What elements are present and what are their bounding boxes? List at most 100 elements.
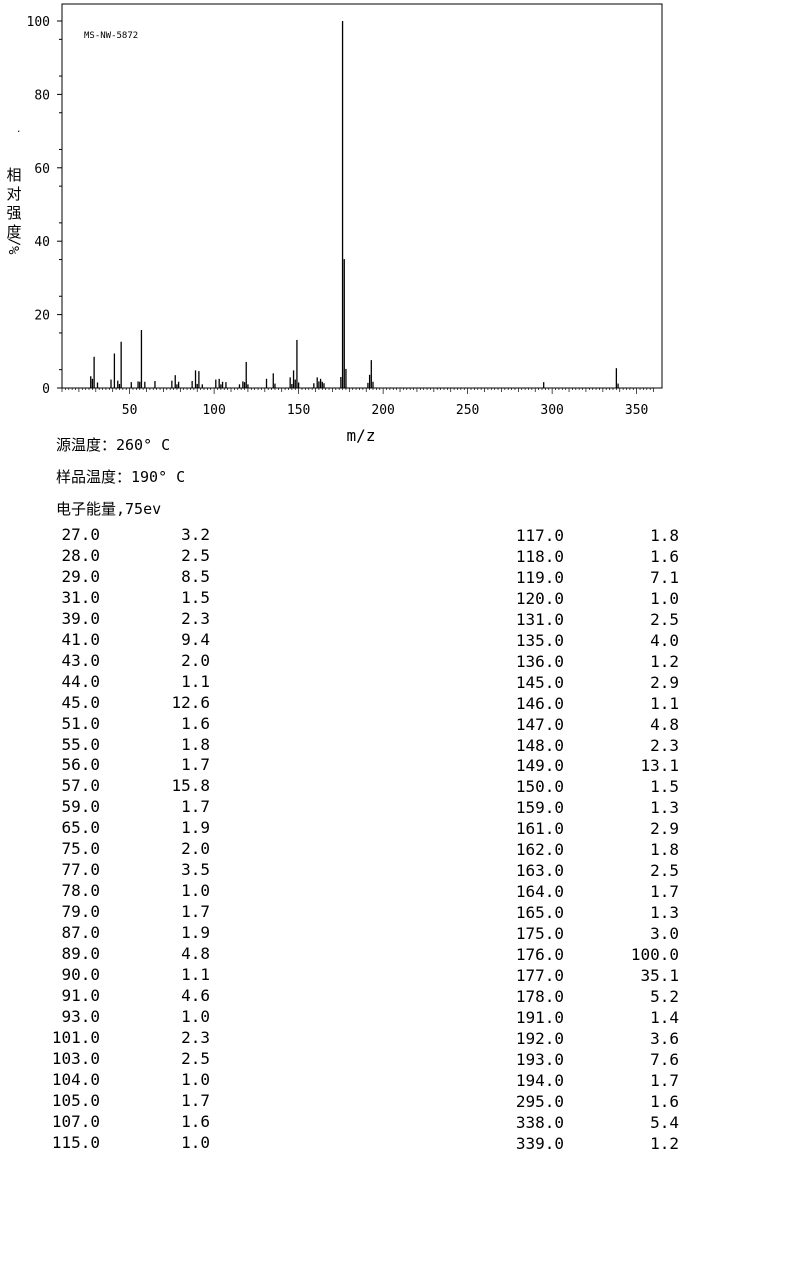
- sample-temperature: 样品温度：190° C: [56, 468, 186, 486]
- abundance-value: 2.0: [181, 839, 210, 859]
- abundance-value: 1.6: [650, 1091, 679, 1111]
- abundance-value: 2.5: [650, 861, 679, 881]
- mz-value: 295.0: [515, 1091, 564, 1111]
- mass-spectrum-chart: MS-NW-5872 0 20 40 60 80 100 50 100 150 200 250 30…: [6, 3, 663, 445]
- x-tick-label: 200: [371, 403, 394, 418]
- mz-value: 105.0: [51, 1090, 100, 1110]
- mz-value: 28.0: [61, 545, 100, 565]
- y-axis-ticks: 0 20 40 60 80 100: [27, 15, 62, 397]
- abundance-value: 1.6: [181, 1111, 210, 1131]
- mz-value: 39.0: [61, 608, 100, 628]
- mz-value: 107.0: [51, 1111, 100, 1131]
- mz-value: 339.0: [515, 1133, 564, 1153]
- y-label-char: 对: [6, 185, 21, 203]
- abundance-value: 2.3: [181, 608, 210, 628]
- abundance-value: 2.9: [650, 672, 679, 692]
- mz-value: 135.0: [515, 630, 564, 650]
- mz-value: 164.0: [515, 882, 564, 902]
- abundance-value: 1.5: [181, 587, 210, 607]
- mz-value: 31.0: [61, 587, 100, 607]
- mz-value: 43.0: [61, 650, 100, 670]
- mz-value: 103.0: [51, 1048, 100, 1068]
- mz-value: 78.0: [61, 881, 100, 901]
- abundance-value: 1.7: [181, 755, 210, 775]
- x-tick-label: 50: [122, 403, 138, 418]
- y-tick-label: 0: [42, 382, 50, 397]
- mz-value: 27.0: [61, 525, 100, 544]
- abundance-value: 1.7: [181, 1090, 210, 1110]
- abundance-value: 7.6: [650, 1049, 679, 1069]
- abundance-value: 4.8: [181, 944, 210, 963]
- mz-value: 176.0: [515, 945, 564, 964]
- x-tick-label: 300: [540, 403, 563, 418]
- abundance-value: 1.4: [650, 1007, 679, 1027]
- abundance-value: 2.5: [181, 1048, 210, 1068]
- mz-value: 177.0: [515, 965, 564, 985]
- abundance-value: 1.0: [181, 1006, 210, 1026]
- abundance-value: 1.0: [650, 588, 679, 608]
- abundance-value: 100.0: [630, 945, 679, 964]
- abundance-value: 3.5: [181, 860, 210, 880]
- abundance-value: 1.8: [650, 840, 679, 860]
- mz-value: 90.0: [61, 964, 100, 984]
- mz-value: 150.0: [515, 777, 564, 797]
- abundance-value: 1.1: [650, 693, 679, 713]
- mz-value: 79.0: [61, 902, 100, 922]
- mz-value: 175.0: [515, 924, 564, 944]
- abundance-value: 3.6: [650, 1028, 679, 1048]
- x-tick-label: 150: [287, 403, 310, 418]
- mz-value: 163.0: [515, 861, 564, 881]
- mz-value: 41.0: [61, 629, 100, 649]
- mz-value: 194.0: [515, 1070, 564, 1090]
- mz-value: 193.0: [515, 1049, 564, 1069]
- mz-value: 59.0: [61, 797, 100, 817]
- mz-value: 29.0: [61, 566, 100, 586]
- plot-frame: [61, 3, 663, 389]
- mz-value: 192.0: [515, 1028, 564, 1048]
- mz-value: 119.0: [515, 567, 564, 587]
- abundance-value: 1.0: [181, 881, 210, 901]
- mz-value: 149.0: [515, 756, 564, 776]
- mz-value: 104.0: [51, 1069, 100, 1089]
- mz-value: 55.0: [61, 734, 100, 754]
- mz-value: 147.0: [515, 714, 564, 734]
- abundance-value: 1.6: [650, 546, 679, 566]
- abundance-value: 9.4: [181, 629, 210, 649]
- abundance-value: 4.0: [650, 630, 679, 650]
- mz-value: 45.0: [61, 692, 100, 712]
- x-tick-label: 250: [456, 403, 479, 418]
- mz-value: 162.0: [515, 840, 564, 860]
- abundance-value: 1.1: [181, 964, 210, 984]
- abundance-value: 8.5: [181, 566, 210, 586]
- abundance-value: 1.7: [650, 1070, 679, 1090]
- y-tick-label: 60: [34, 162, 50, 177]
- abundance-value: 3.2: [181, 525, 210, 544]
- abundance-value: 1.9: [181, 818, 210, 838]
- abundance-value: 1.0: [181, 1132, 210, 1152]
- abundance-value: 1.1: [181, 671, 210, 691]
- abundance-value: 1.8: [650, 526, 679, 545]
- mz-value: 117.0: [515, 526, 564, 545]
- abundance-value: 4.6: [181, 985, 210, 1005]
- abundance-value: 2.3: [181, 1027, 210, 1047]
- mz-value: 159.0: [515, 798, 564, 818]
- electron-energy: 电子能量,75ev: [56, 500, 162, 518]
- mz-value: 148.0: [515, 735, 564, 755]
- abundance-value: 1.7: [181, 902, 210, 922]
- abundance-value: 1.3: [650, 798, 679, 818]
- abundance-value: 1.5: [650, 777, 679, 797]
- mz-value: 191.0: [515, 1007, 564, 1027]
- abundance-value: 35.1: [640, 965, 679, 985]
- abundance-value: 4.8: [650, 714, 679, 734]
- spectrum-peaks: [90, 21, 619, 388]
- mz-value: 115.0: [51, 1132, 100, 1152]
- mz-value: 87.0: [61, 923, 100, 943]
- y-label-char: 度: [6, 223, 21, 241]
- abundance-value: 2.0: [181, 650, 210, 670]
- abundance-value: 1.8: [181, 734, 210, 754]
- y-label-char: 相: [6, 166, 21, 184]
- y-axis-mark: .: [16, 125, 21, 135]
- mz-value: 101.0: [51, 1027, 100, 1047]
- abundance-value: 5.2: [650, 986, 679, 1006]
- x-axis-label: m/z: [347, 426, 376, 445]
